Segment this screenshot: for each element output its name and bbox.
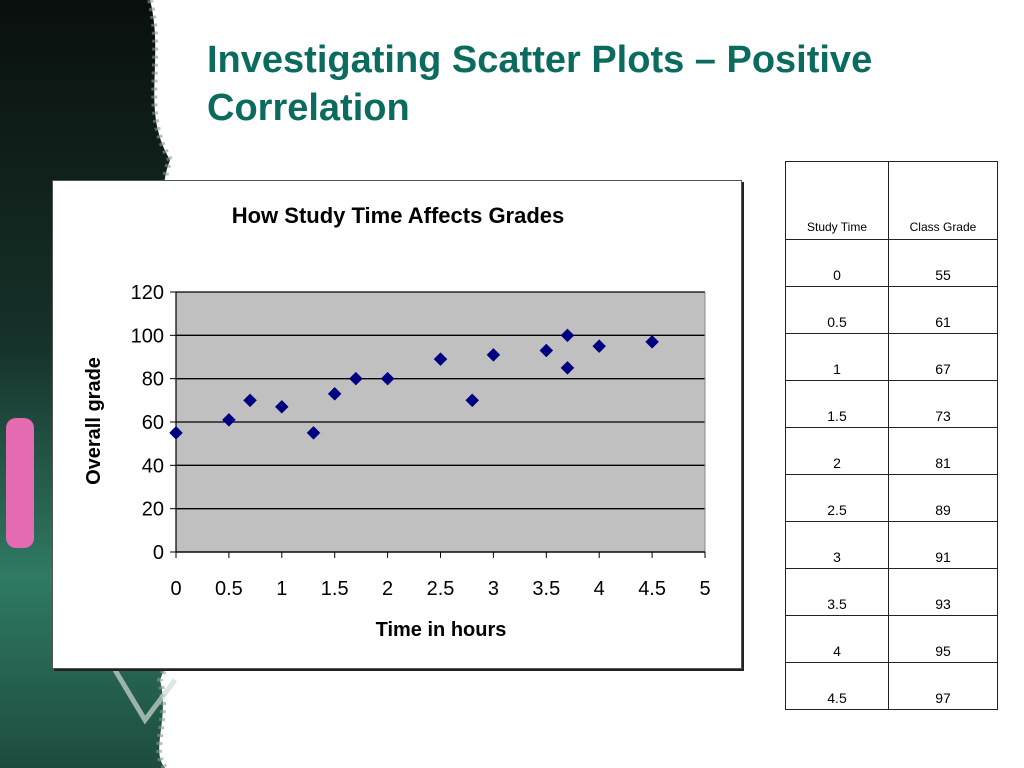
header-study-time: Study Time: [785, 161, 889, 240]
y-tick-label: 100: [131, 325, 164, 347]
data-point: [306, 425, 321, 440]
cell-class-grade: 95: [888, 615, 998, 663]
table-row: 3.5 93: [785, 568, 998, 616]
cell-study-time: 1.5: [785, 380, 889, 428]
cell-study-time: 3: [785, 521, 889, 569]
x-tick-label: 3: [488, 578, 499, 600]
cell-study-time: 0: [785, 239, 889, 287]
data-point: [169, 425, 183, 440]
data-point: [592, 339, 607, 354]
data-point: [243, 393, 257, 408]
cell-class-grade: 73: [888, 380, 998, 428]
table-row: 0.5 61: [785, 286, 998, 334]
y-tick-label: 40: [142, 455, 164, 477]
data-point: [560, 328, 575, 343]
cell-study-time: 2.5: [785, 474, 889, 522]
data-point: [433, 352, 448, 367]
cell-study-time: 1: [785, 333, 889, 381]
cell-study-time: 2: [785, 427, 889, 475]
cell-class-grade: 61: [888, 286, 998, 334]
x-tick-label: 3.5: [532, 578, 560, 600]
cell-study-time: 4: [785, 615, 889, 663]
data-points: [169, 328, 659, 440]
table-row: 1 67: [785, 333, 998, 381]
data-point: [327, 386, 342, 401]
axes: [170, 291, 706, 558]
y-axis-label: Overall grade: [83, 357, 105, 485]
x-tick-label: 4.5: [638, 578, 666, 600]
y-tick-label: 60: [142, 412, 164, 434]
data-point: [645, 334, 659, 349]
cell-class-grade: 67: [888, 333, 998, 381]
data-point: [380, 371, 395, 386]
header-class-grade: Class Grade: [888, 161, 998, 240]
cell-class-grade: 93: [888, 568, 998, 616]
data-point: [349, 371, 363, 386]
table-row: 2.5 89: [785, 474, 998, 522]
y-tick-label: 80: [142, 369, 164, 391]
tick-labels: 0 20 40 60 80 100 120 0 0.5 1 1.5 2 2.5 3 3.5 4 4.5 5: [131, 282, 711, 600]
data-point: [486, 347, 501, 362]
cell-class-grade: 91: [888, 521, 998, 569]
chart-canvas: How Study Time Affects Grades 0204060801…: [83, 203, 711, 641]
x-tick-label: 1.5: [321, 578, 349, 600]
table-row: 4.5 97: [785, 662, 998, 710]
table-row: 0 55: [785, 239, 998, 287]
table-header-row: Study Time Class Grade: [785, 161, 998, 240]
x-tick-label: 0: [170, 578, 181, 600]
x-tick-label: 2.5: [427, 578, 455, 600]
y-tick-label: 120: [131, 282, 164, 304]
x-axis-label: Time in hours: [376, 619, 507, 641]
x-tick-label: 0.5: [215, 578, 243, 600]
x-tick-label: 1: [276, 578, 287, 600]
table-row: 1.5 73: [785, 380, 998, 428]
data-point: [465, 393, 480, 408]
cell-study-time: 3.5: [785, 568, 889, 616]
cell-class-grade: 97: [888, 662, 998, 710]
data-point: [560, 360, 575, 375]
data-table: Study Time Class Grade 0 55 0.5 61 1 67 1.5 73 2…: [785, 161, 998, 710]
x-tick-label: 2: [382, 578, 393, 600]
table-row: 2 81: [785, 427, 998, 475]
table-row: 3 91: [785, 521, 998, 569]
cell-class-grade: 55: [888, 239, 998, 287]
x-tick-label: 4: [594, 578, 605, 600]
table-row: 4 95: [785, 615, 998, 663]
cell-study-time: 4.5: [785, 662, 889, 710]
y-tick-label: 20: [142, 499, 164, 521]
data-point: [539, 343, 554, 358]
x-tick-label: 5: [699, 578, 710, 600]
y-tick-label: 0: [153, 542, 164, 564]
cell-study-time: 0.5: [785, 286, 889, 334]
slide-title: Investigating Scatter Plots – Positive C…: [207, 39, 873, 129]
chart-title: How Study Time Affects Grades: [232, 203, 565, 228]
scatter-chart: How Study Time Affects Grades 0 20 40 60 80 1…: [52, 180, 742, 669]
chalk-stick: [6, 418, 34, 548]
data-point: [222, 412, 236, 427]
cell-class-grade: 89: [888, 474, 998, 522]
cell-class-grade: 81: [888, 427, 998, 475]
data-point: [274, 399, 289, 414]
